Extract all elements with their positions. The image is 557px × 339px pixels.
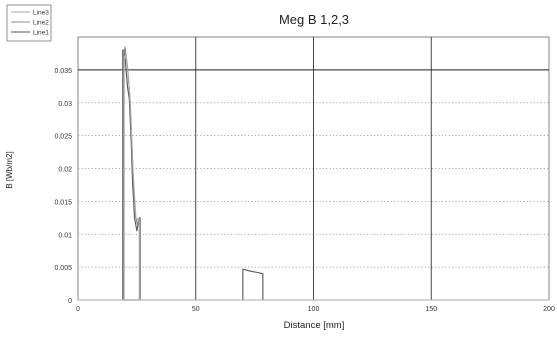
x-tick-label: 50: [192, 306, 200, 313]
legend: Line3 Line2 Line1: [6, 4, 52, 42]
x-tick-label: 100: [308, 306, 320, 313]
series-layer: [78, 46, 549, 301]
y-axis-label: B [Wb/m2]: [5, 151, 14, 188]
labels: Meg B 1,2,3 Distance [mm] B [Wb/m2]: [5, 12, 349, 331]
chart-title: Meg B 1,2,3: [279, 12, 349, 27]
axes: 0 0.005 0.01 0.015 0.02 0.025 0.03 0.035 0 50 100 1…: [54, 68, 554, 313]
y-tick-label: 0.025: [54, 134, 72, 141]
x-axis-label: Distance [mm]: [284, 320, 345, 331]
legend-label: Line2: [33, 20, 49, 27]
legend-box: [6, 4, 52, 42]
y-tick-label: 0: [68, 298, 72, 305]
x-tick-label: 150: [425, 306, 437, 313]
y-tick-label: 0.035: [54, 68, 72, 75]
legend-label: Line3: [33, 10, 49, 17]
y-tick-label: 0.02: [58, 167, 72, 174]
x-tick-label: 200: [543, 306, 555, 313]
x-tick-label: 0: [76, 306, 80, 313]
y-tick-label: 0.015: [54, 199, 72, 206]
y-tick-label: 0.03: [58, 101, 72, 108]
y-tick-label: 0.005: [54, 265, 72, 272]
grid: [77, 36, 550, 301]
series-line-3: [78, 52, 549, 301]
y-tick-label: 0.01: [58, 232, 72, 239]
legend-label: Line1: [33, 30, 49, 37]
